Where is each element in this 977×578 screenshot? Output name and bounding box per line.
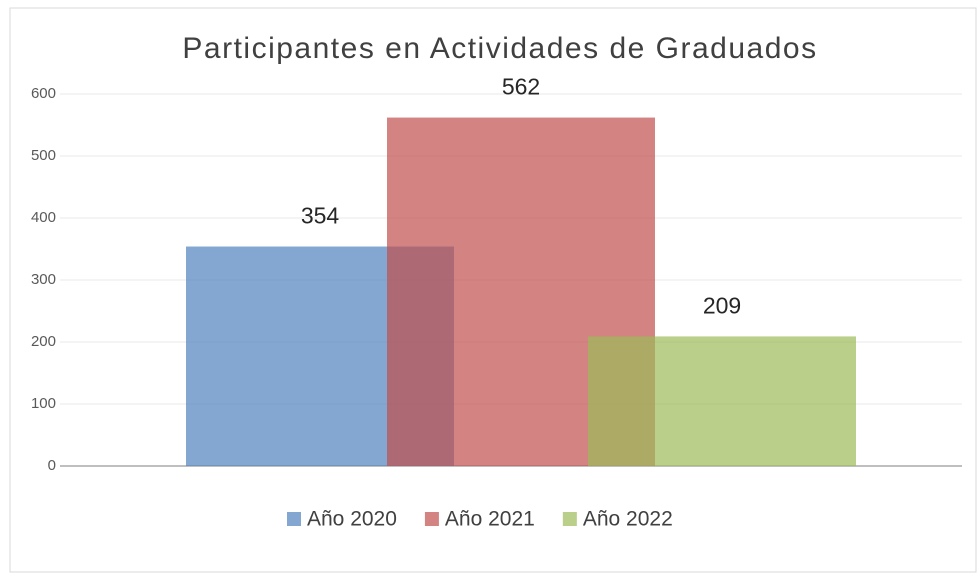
- bar: [588, 336, 856, 466]
- chart-title: Participantes en Actividades de Graduado…: [182, 32, 817, 65]
- y-tick-label: 400: [31, 209, 56, 226]
- y-tick-label: 0: [48, 457, 56, 474]
- data-label: 562: [502, 74, 540, 100]
- legend-label: Año 2020: [307, 508, 397, 531]
- y-tick-label: 300: [31, 271, 56, 288]
- legend-label: Año 2022: [583, 508, 673, 531]
- data-label: 354: [301, 203, 340, 229]
- data-label: 209: [703, 292, 741, 318]
- y-tick-label: 200: [31, 333, 56, 350]
- legend-swatch: [287, 512, 301, 526]
- legend-swatch: [424, 512, 439, 526]
- y-tick-label: 600: [31, 85, 56, 102]
- legend-label: Año 2021: [445, 508, 535, 531]
- y-tick-label: 500: [31, 147, 56, 164]
- legend-swatch: [562, 512, 577, 526]
- y-tick-label: 100: [31, 395, 56, 412]
